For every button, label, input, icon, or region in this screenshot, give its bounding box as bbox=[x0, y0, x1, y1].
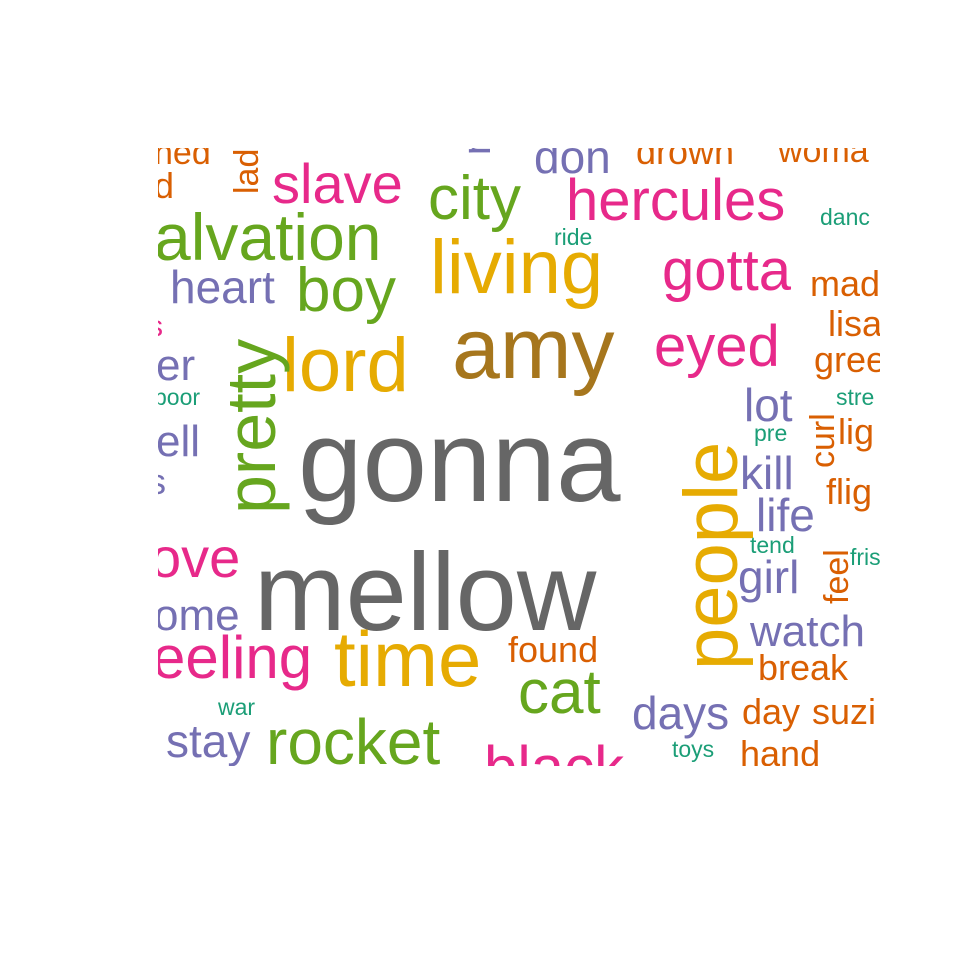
word-slave: slave bbox=[272, 152, 403, 215]
word-kill: kill bbox=[740, 447, 794, 499]
word-never: er bbox=[158, 341, 196, 390]
word-time: time bbox=[334, 615, 482, 703]
word-black: black bbox=[484, 738, 624, 767]
word-lord: lord bbox=[282, 323, 409, 408]
word-gonna: gonna bbox=[298, 396, 621, 526]
word-feel: feel bbox=[818, 549, 856, 604]
word-stay: stay bbox=[166, 715, 251, 766]
word-living: living bbox=[430, 225, 604, 310]
word-lisa: lisa bbox=[828, 303, 880, 344]
word-day: day bbox=[742, 691, 801, 732]
word-fragment-n: n bbox=[455, 148, 499, 155]
word-life: life bbox=[756, 489, 815, 541]
word-pre: pre bbox=[754, 420, 788, 446]
word-mellow: mellow bbox=[254, 531, 597, 654]
word-amy: amy bbox=[452, 301, 615, 397]
word-lady: lad bbox=[228, 148, 266, 194]
word-don: don bbox=[534, 148, 611, 183]
word-ride: ride bbox=[554, 224, 593, 250]
word-days: days bbox=[632, 687, 730, 739]
word-green: gree bbox=[814, 339, 880, 380]
word-heart: heart bbox=[170, 261, 275, 313]
word-light: lig bbox=[838, 411, 875, 452]
word-suzi: suzi bbox=[812, 691, 877, 732]
word-toys: toys bbox=[672, 736, 715, 762]
word-feeling: eeling bbox=[158, 624, 313, 691]
word-girl: girl bbox=[738, 551, 800, 603]
word-woman: woma bbox=[778, 148, 869, 170]
word-hand: hand bbox=[740, 733, 821, 767]
word-lot: lot bbox=[744, 379, 793, 431]
word-drown: drown bbox=[636, 148, 735, 172]
word-watch: watch bbox=[750, 607, 865, 656]
word-frisco: fris bbox=[850, 544, 880, 570]
word-tell: ell bbox=[158, 417, 201, 466]
word-pretty: pretty bbox=[212, 338, 290, 514]
word-fragment-s-pink: s bbox=[158, 312, 163, 342]
word-rocket: rocket bbox=[266, 706, 441, 766]
word-street: stre bbox=[836, 384, 875, 410]
word-tend: tend bbox=[750, 532, 795, 558]
word-curl: curl bbox=[804, 413, 842, 468]
word-found: found bbox=[508, 629, 599, 670]
word-salvation: alvation bbox=[158, 200, 382, 274]
word-cat: cat bbox=[518, 658, 601, 727]
word-cloud: gonna mellow amy living lord time people… bbox=[158, 148, 880, 766]
word-d: d bbox=[158, 165, 175, 206]
word-dance: danc bbox=[820, 204, 870, 230]
word-poor: poor bbox=[158, 384, 201, 410]
word-love: ove bbox=[158, 526, 241, 589]
word-ned: ned bbox=[158, 148, 211, 172]
word-boy: boy bbox=[296, 256, 396, 325]
word-city: city bbox=[428, 164, 521, 233]
word-home: ome bbox=[158, 591, 240, 640]
word-eyed: eyed bbox=[654, 314, 780, 379]
word-gotta: gotta bbox=[662, 238, 791, 303]
word-flight: flig bbox=[826, 471, 873, 512]
word-war: war bbox=[218, 694, 256, 720]
word-fragment-s-purple: s bbox=[158, 464, 166, 500]
word-break: break bbox=[758, 647, 849, 688]
word-hercules: hercules bbox=[566, 168, 786, 233]
word-mad: mad bbox=[810, 263, 880, 304]
